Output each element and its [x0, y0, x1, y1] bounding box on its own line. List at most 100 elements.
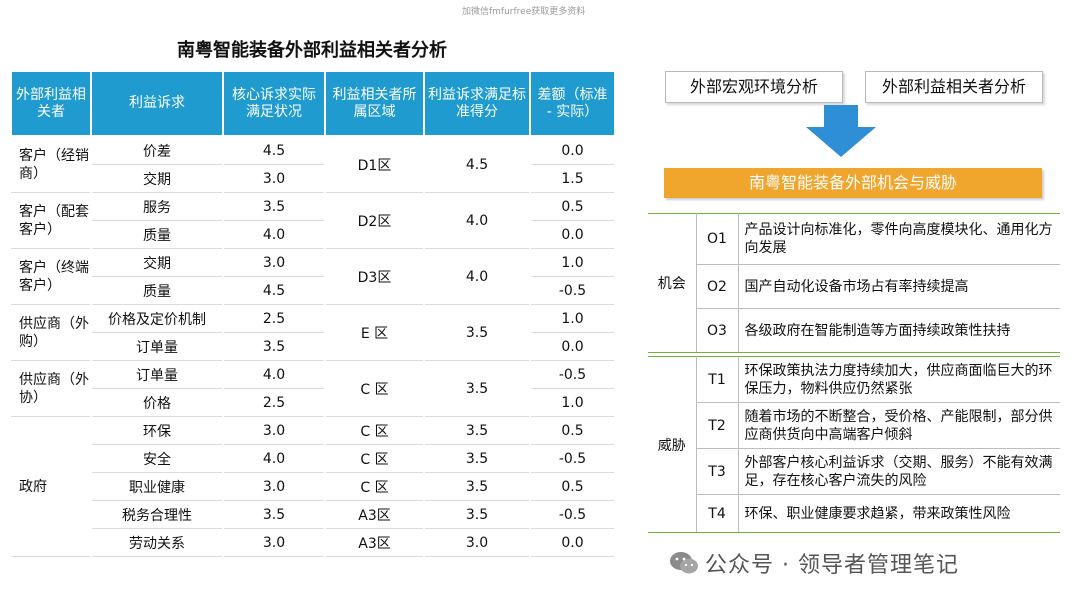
actual-cell: 4.0 [223, 444, 326, 473]
score-cell: 3.5 [424, 500, 531, 529]
item-text: 国产自动化设备市场占有率持续提高 [738, 264, 1060, 309]
actual-cell: 3.0 [223, 472, 326, 501]
demand-cell: 劳动关系 [91, 528, 224, 557]
threat-row: T4 环保、职业健康要求趋紧，带来政策性风险 [648, 494, 1060, 533]
score-cell: 3.0 [424, 528, 531, 557]
region-cell: D1区 [325, 136, 425, 193]
item-code: O1 [696, 213, 739, 265]
diff-cell: -0.5 [530, 360, 616, 389]
header-demand: 利益诉求 [90, 70, 224, 137]
item-code: O3 [696, 308, 739, 353]
score-cell: 3.5 [424, 304, 531, 361]
diff-cell: 0.5 [530, 192, 616, 221]
actual-cell: 4.0 [223, 360, 326, 389]
diff-cell: 0.5 [530, 416, 616, 445]
table-row: 职业健康 3.0 C 区 3.5 0.5 [11, 472, 616, 501]
demand-cell: 价格 [91, 388, 224, 417]
macro-analysis-box: 外部宏观环境分析 [665, 71, 843, 103]
region-cell: E 区 [325, 304, 425, 361]
demand-cell: 环保 [91, 416, 224, 445]
demand-cell: 质量 [91, 220, 224, 249]
table-row: 质量 4.5 -0.5 [11, 276, 616, 305]
region-cell: C 区 [325, 472, 425, 501]
table-row: 价格 2.5 1.0 [11, 388, 616, 417]
demand-cell: 价差 [91, 136, 224, 165]
actual-cell: 2.5 [223, 388, 326, 417]
table-row: 客户（配套客户） 服务 3.5 D2区 4.0 0.5 [11, 192, 616, 249]
diff-cell: -0.5 [530, 276, 616, 305]
region-cell: D3区 [325, 248, 425, 305]
stakeholder-cell: 客户（经销商） [11, 136, 92, 193]
table-row: 供应商（外购） 价格及定价机制 2.5 E 区 3.5 1.0 [11, 304, 616, 361]
opportunity-threat-title: 南粤智能装备外部机会与威胁 [664, 168, 1042, 198]
table-row: 政府 环保 3.0 C 区 3.5 0.5 [11, 416, 616, 557]
table-row: 客户（终端客户） 交期 3.0 D3区 4.0 1.0 [11, 248, 616, 305]
score-cell: 4.0 [424, 192, 531, 249]
category-label: 威胁 [648, 356, 697, 533]
actual-cell: 3.5 [223, 500, 326, 529]
demand-cell: 服务 [91, 192, 224, 221]
opportunity-row: 机会 O1 产品设计向标准化，零件向高度模块化、通用化方向发展 [648, 213, 1060, 353]
opportunity-row: O3 各级政府在智能制造等方面持续政策性扶持 [648, 308, 1060, 353]
region-cell: A3区 [325, 528, 425, 557]
diff-cell: 1.0 [530, 388, 616, 417]
diff-cell: 0.0 [530, 136, 616, 165]
diff-cell: 1.0 [530, 248, 616, 277]
actual-cell: 3.0 [223, 416, 326, 445]
stakeholder-table: 外部利益相关者 利益诉求 核心诉求实际满足状况 利益相关者所属区域 利益诉求满足… [10, 70, 616, 557]
demand-cell: 职业健康 [91, 472, 224, 501]
item-text: 各级政府在智能制造等方面持续政策性扶持 [738, 308, 1060, 353]
header-score: 利益诉求满足标准得分 [423, 70, 531, 137]
item-code: T3 [696, 448, 739, 495]
score-cell: 4.5 [424, 136, 531, 193]
table-row: 供应商（外协） 订单量 4.0 C 区 3.5 -0.5 [11, 360, 616, 417]
region-cell: C 区 [325, 360, 425, 417]
item-text: 环保、职业健康要求趋紧，带来政策性风险 [738, 494, 1060, 533]
demand-cell: 交期 [91, 164, 224, 193]
actual-cell: 4.0 [223, 220, 326, 249]
stakeholder-cell: 政府 [11, 416, 92, 557]
watermark-text: 公众号 · 领导者管理笔记 [705, 553, 959, 578]
stakeholder-table-title: 南粤智能装备外部利益相关者分析 [177, 40, 447, 61]
category-label: 机会 [648, 213, 697, 353]
stakeholder-cell: 供应商（外购） [11, 304, 92, 361]
item-text: 环保政策执法力度持续加大，供应商面临巨大的环保压力，物料供应仍然紧张 [738, 356, 1060, 403]
item-code: T4 [696, 494, 739, 533]
score-cell: 3.5 [424, 472, 531, 501]
threat-row: T2 随着市场的不断整合，受价格、产能限制，部分供应商供货向中高端客户倾斜 [648, 402, 1060, 449]
table-row: 客户（经销商） 价差 4.5 D1区 4.5 0.0 [11, 136, 616, 193]
actual-cell: 3.0 [223, 164, 326, 193]
opportunity-row: O2 国产自动化设备市场占有率持续提高 [648, 264, 1060, 309]
region-cell: A3区 [325, 500, 425, 529]
score-cell: 3.5 [424, 444, 531, 473]
demand-cell: 安全 [91, 444, 224, 473]
diff-cell: 1.0 [530, 304, 616, 333]
opportunity-threat-table: 机会 O1 产品设计向标准化，零件向高度模块化、通用化方向发展 O2 国产自动化设备市场… [648, 213, 1060, 533]
score-cell: 3.5 [424, 416, 531, 445]
header-region: 利益相关者所属区域 [324, 70, 425, 137]
stakeholder-cell: 客户（终端客户） [11, 248, 92, 305]
actual-cell: 3.5 [223, 332, 326, 361]
stakeholder-cell: 供应商（外协） [11, 360, 92, 417]
demand-cell: 订单量 [91, 332, 224, 361]
actual-cell: 4.5 [223, 276, 326, 305]
table-header-row: 外部利益相关者 利益诉求 核心诉求实际满足状况 利益相关者所属区域 利益诉求满足… [10, 70, 616, 137]
table-row: 税务合理性 3.5 A3区 3.5 -0.5 [11, 500, 616, 529]
item-text: 产品设计向标准化，零件向高度模块化、通用化方向发展 [738, 213, 1060, 265]
threat-row: T3 外部客户核心利益诉求（交期、服务）不能有效满足，存在核心客户流失的风险 [648, 448, 1060, 495]
actual-cell: 2.5 [223, 304, 326, 333]
item-code: O2 [696, 264, 739, 309]
header-stakeholder: 外部利益相关者 [10, 70, 92, 137]
item-code: T2 [696, 402, 739, 449]
region-cell: C 区 [325, 444, 425, 473]
score-cell: 3.5 [424, 360, 531, 417]
table-row: 安全 4.0 C 区 3.5 -0.5 [11, 444, 616, 473]
demand-cell: 交期 [91, 248, 224, 277]
wechat-icon [669, 550, 699, 582]
actual-cell: 4.5 [223, 136, 326, 165]
down-arrow-icon [806, 105, 876, 157]
table-row: 质量 4.0 0.0 [11, 220, 616, 249]
diff-cell: 0.0 [530, 528, 616, 557]
actual-cell: 3.0 [223, 528, 326, 557]
actual-cell: 3.5 [223, 192, 326, 221]
